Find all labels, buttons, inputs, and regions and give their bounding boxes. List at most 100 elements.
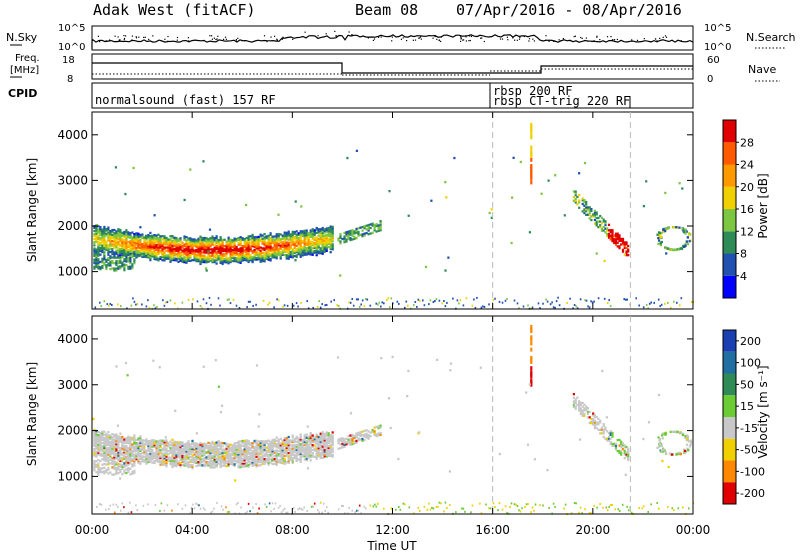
heatmap-cell bbox=[95, 232, 98, 235]
heatmap-cell bbox=[331, 240, 334, 243]
heatmap-cell bbox=[516, 302, 519, 305]
heatmap-cell bbox=[171, 454, 174, 457]
heatmap-cell bbox=[115, 444, 118, 447]
heatmap-cell bbox=[227, 262, 230, 265]
heatmap-cell bbox=[105, 245, 108, 248]
heatmap-cell bbox=[223, 245, 226, 248]
nsearch-tick-top: 10^5 bbox=[704, 23, 731, 34]
heatmap-cell bbox=[586, 412, 589, 415]
heatmap-cell bbox=[255, 236, 258, 239]
heatmap-cell bbox=[211, 455, 214, 458]
heatmap-cell bbox=[181, 444, 184, 447]
heatmap-cell bbox=[267, 442, 270, 445]
heatmap-cell bbox=[139, 249, 142, 253]
heatmap-cell bbox=[129, 240, 132, 243]
heatmap-cell bbox=[235, 456, 238, 459]
heatmap-cell bbox=[189, 449, 192, 452]
heatmap-cell bbox=[581, 401, 584, 405]
heatmap-cell bbox=[361, 437, 364, 441]
heatmap-cell bbox=[209, 245, 212, 248]
heatmap-cell bbox=[97, 437, 100, 440]
heatmap-cell bbox=[301, 440, 304, 444]
heatmap-cell bbox=[117, 444, 120, 448]
heatmap-cell bbox=[243, 239, 246, 242]
heatmap-cell bbox=[349, 438, 352, 441]
heatmap-cell bbox=[157, 236, 160, 240]
heatmap-cell bbox=[207, 464, 210, 467]
heatmap-cell bbox=[327, 226, 330, 230]
heatmap-cell bbox=[572, 402, 575, 405]
nsearch-dot bbox=[131, 35, 133, 37]
heatmap-cell bbox=[157, 447, 160, 451]
heatmap-cell bbox=[285, 249, 288, 252]
heatmap-cell bbox=[121, 263, 124, 266]
heatmap-cell bbox=[147, 233, 150, 237]
heatmap-cell bbox=[255, 442, 258, 446]
heatmap-cell bbox=[157, 257, 160, 260]
heatmap-cell bbox=[141, 445, 144, 448]
heatmap-cell bbox=[107, 440, 110, 443]
heatmap-cell bbox=[123, 438, 126, 441]
heatmap-cell bbox=[462, 507, 465, 510]
heatmap-cell bbox=[373, 426, 376, 429]
heatmap-cell bbox=[125, 258, 128, 261]
heatmap-cell bbox=[249, 448, 252, 451]
heatmap-cell bbox=[419, 299, 421, 302]
heatmap-cell bbox=[599, 224, 602, 227]
heatmap-cell bbox=[95, 433, 98, 436]
heatmap-cell bbox=[271, 249, 274, 253]
heatmap-cell bbox=[127, 448, 130, 451]
heatmap-cell bbox=[192, 503, 194, 506]
heatmap-cell bbox=[270, 510, 272, 513]
heatmap-cell bbox=[273, 306, 275, 309]
heatmap-cell bbox=[201, 256, 204, 259]
heatmap-cell bbox=[211, 445, 214, 448]
heatmap-cell bbox=[379, 424, 382, 427]
heatmap-cell bbox=[201, 307, 203, 310]
heatmap-cell bbox=[175, 445, 178, 448]
heatmap-cell bbox=[306, 425, 309, 428]
heatmap-cell bbox=[683, 231, 686, 234]
heatmap-cell bbox=[169, 456, 172, 459]
heatmap-cell bbox=[343, 512, 346, 515]
heatmap-cell bbox=[135, 445, 138, 448]
heatmap-cell bbox=[121, 233, 124, 236]
heatmap-cell bbox=[245, 248, 248, 251]
heatmap-cell bbox=[293, 447, 296, 450]
heatmap-cell bbox=[265, 254, 268, 257]
heatmap-cell bbox=[255, 449, 258, 452]
heatmap-cell bbox=[123, 465, 126, 469]
heatmap-cell bbox=[245, 240, 248, 243]
heatmap-cell bbox=[187, 465, 190, 469]
heatmap-cell bbox=[135, 246, 138, 249]
heatmap-cell bbox=[231, 245, 234, 248]
heatmap-cell bbox=[173, 451, 176, 455]
heatmap-cell bbox=[123, 269, 126, 272]
heatmap-cell bbox=[301, 254, 304, 257]
heatmap-cell bbox=[530, 327, 533, 331]
heatmap-cell bbox=[305, 454, 308, 457]
heatmap-cell bbox=[105, 452, 108, 455]
heatmap-cell bbox=[572, 307, 574, 310]
heatmap-cell bbox=[115, 365, 118, 368]
heatmap-cell bbox=[107, 248, 110, 252]
heatmap-cell bbox=[115, 446, 118, 449]
heatmap-cell bbox=[187, 461, 190, 464]
heatmap-cell bbox=[299, 443, 302, 446]
heatmap-cell bbox=[319, 445, 322, 448]
heatmap-cell bbox=[300, 301, 302, 304]
heatmap-cell bbox=[678, 226, 681, 229]
heatmap-cell bbox=[131, 443, 134, 446]
heatmap-cell bbox=[682, 245, 685, 248]
heatmap-cell bbox=[147, 256, 150, 259]
heatmap-cell bbox=[187, 457, 190, 461]
heatmap-cell bbox=[530, 129, 533, 134]
heatmap-cell bbox=[155, 450, 158, 453]
heatmap-cell bbox=[217, 247, 220, 250]
heatmap-cell bbox=[209, 461, 212, 464]
heatmap-cell bbox=[177, 460, 180, 463]
heatmap-cell bbox=[579, 412, 582, 416]
heatmap-cell bbox=[303, 231, 306, 234]
heatmap-cell bbox=[349, 238, 352, 242]
heatmap-cell bbox=[153, 235, 156, 238]
